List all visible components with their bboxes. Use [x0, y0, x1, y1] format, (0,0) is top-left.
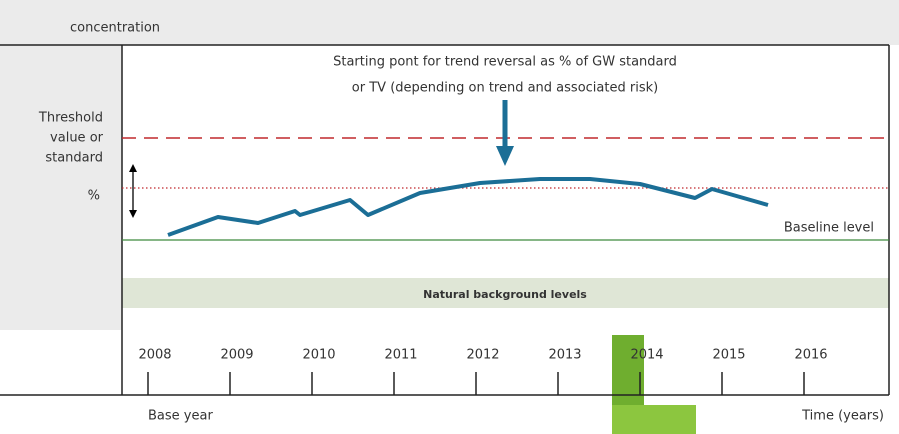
threshold-label: standard [45, 151, 103, 166]
annotation: Starting pont for trend reversal as % of… [333, 55, 677, 70]
range-arrow-head [129, 164, 137, 172]
decor [612, 405, 696, 434]
x-label: Time (years) [801, 409, 884, 424]
year-label: 2016 [794, 348, 827, 363]
background-band [122, 278, 889, 308]
year-label: 2013 [548, 348, 581, 363]
year-label: 2012 [466, 348, 499, 363]
year-label: 2014 [630, 348, 663, 363]
annotation: or TV (depending on trend and associated… [352, 81, 658, 96]
base-year-label: Base year [148, 409, 213, 424]
year-label: 2010 [302, 348, 335, 363]
range-arrow-head [129, 210, 137, 218]
year-label: 2011 [384, 348, 417, 363]
threshold-label: value or [50, 131, 104, 146]
year-axis: 2008 2009 2010 2011 2012 2013 2014 2015 2016 [138, 348, 828, 395]
left-band [0, 0, 122, 330]
year-label: 2008 [138, 348, 171, 363]
threshold-label: Threshold [38, 111, 103, 126]
trend-line [167, 177, 769, 237]
baseline-label: Baseline level [784, 221, 874, 236]
year-label: 2009 [220, 348, 253, 363]
background-label: Natural background levels [423, 288, 587, 301]
percent-label: % [88, 189, 100, 204]
arrow-head [496, 146, 514, 166]
y-label: concentration [70, 21, 160, 36]
top-band [0, 0, 899, 45]
year-label: 2015 [712, 348, 745, 363]
